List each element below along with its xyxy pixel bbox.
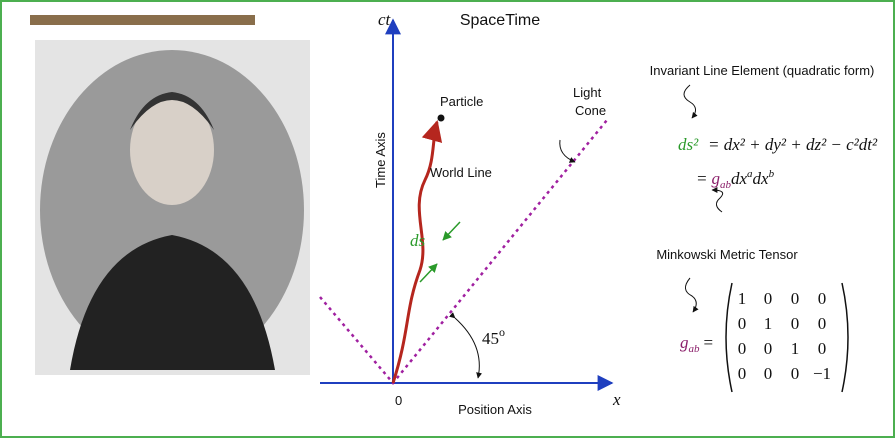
angle-value: 45: [482, 329, 499, 348]
matrix-entry: 0: [818, 289, 827, 308]
matrix-entry: 0: [791, 364, 800, 383]
portrait-face: [130, 95, 214, 205]
ds-arrow: [419, 263, 438, 283]
matrix-entry: 1: [764, 314, 773, 333]
line-element-caption: Invariant Line Element (quadratic form): [650, 63, 875, 78]
light-cone: [319, 119, 608, 385]
portrait-hair: [130, 92, 214, 130]
matrix-entry: 0: [791, 314, 800, 333]
eq-rhs: = dx² + dy² + dz² − c²dt²: [708, 135, 878, 154]
bracket: [841, 282, 849, 393]
cone-pointer: [559, 139, 576, 163]
angle-sup: o: [499, 325, 505, 339]
matrix-entry: 0: [738, 339, 747, 358]
origin: 0: [395, 393, 402, 408]
eq: =: [704, 333, 714, 352]
particle-label: Particle: [440, 94, 483, 109]
time-label: Time Axis: [373, 132, 388, 188]
matrix-entry: 1: [738, 289, 747, 308]
dx: dx: [753, 169, 770, 188]
matrix-entry: 0: [818, 339, 827, 358]
metric-lhs: gab =: [680, 333, 713, 355]
light-cone-label: Light: [573, 85, 602, 100]
matrix-entry: 0: [791, 289, 800, 308]
eq-line2: = gabdxadxb: [696, 168, 775, 191]
bracket: [725, 282, 733, 393]
eq-lhs: ds²: [678, 135, 699, 154]
squiggle: [711, 187, 724, 213]
dx: dx: [731, 169, 748, 188]
portrait-body: [70, 235, 275, 370]
position-label: Position Axis: [458, 402, 532, 417]
metric-caption: Minkowski Metric Tensor: [656, 247, 798, 262]
matrix-entry: 0: [764, 289, 773, 308]
title: SpaceTime: [460, 12, 540, 29]
matrix-entry: 0: [818, 314, 827, 333]
angle-arc: [448, 312, 483, 379]
world-line-label: World Line: [430, 165, 492, 180]
sup: b: [769, 168, 775, 180]
matrix-entry: −1: [813, 364, 831, 383]
g: g: [680, 333, 689, 352]
g-sub: ab: [689, 343, 701, 355]
matrix-entry: 0: [738, 364, 747, 383]
ds-label: ds: [410, 231, 426, 250]
eq: =: [696, 169, 707, 188]
squiggle: [685, 277, 699, 313]
g: g: [711, 169, 720, 188]
matrix-entry: 0: [738, 314, 747, 333]
particle: [437, 114, 445, 122]
matrix-entry: 0: [764, 339, 773, 358]
sup: a: [747, 168, 753, 180]
light-cone-label: Cone: [575, 103, 606, 118]
g-sub: ab: [720, 179, 732, 191]
ds-arrow: [442, 221, 461, 241]
position-symbol: x: [612, 390, 621, 409]
matrix-entry: 1: [791, 339, 800, 358]
strip: [30, 15, 255, 25]
squiggle: [683, 84, 698, 119]
matrix: 1 0 0 00 1 0 00 0 1 00 0 0 −1: [738, 289, 831, 383]
world-line: [391, 119, 443, 384]
time-symbol: ct: [378, 10, 392, 29]
matrix-entry: 0: [764, 364, 773, 383]
angle-label: 45o: [482, 325, 505, 348]
